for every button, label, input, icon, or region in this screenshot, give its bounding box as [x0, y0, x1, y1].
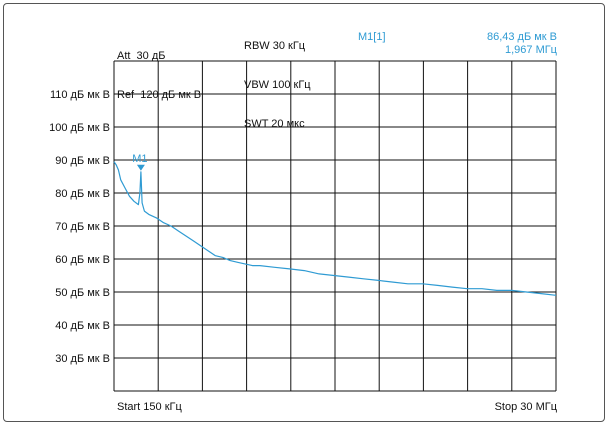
stop-frequency-label: Stop 30 МГц — [494, 401, 557, 413]
marker-readout: 86,43 дБ мк В 1,967 МГц — [487, 31, 557, 57]
y-tick-label: 50 дБ мк В — [55, 287, 110, 299]
marker-triangle — [136, 164, 145, 171]
y-tick-label: 90 дБ мк В — [55, 155, 110, 167]
y-tick-label: 100 дБ мк В — [49, 122, 110, 134]
marker-label: M1 — [132, 153, 147, 165]
marker-name-label: M1[1] — [358, 31, 386, 43]
rbw-label: RBW 30 кГц — [244, 40, 306, 52]
y-tick-label: 110 дБ мк В — [50, 89, 110, 101]
y-tick-label: 80 дБ мк В — [55, 188, 110, 200]
reference-level-label: Ref 120 дБ мк В — [117, 89, 202, 101]
y-tick-label: 70 дБ мк В — [55, 221, 110, 233]
vbw-label: VBW 100 кГц — [244, 79, 311, 91]
settings-block-left: Att 30 дБ Ref 120 дБ мк В — [117, 24, 201, 115]
attenuation-label: Att 30 дБ — [117, 50, 166, 62]
marker-level-value: 86,43 дБ мк В — [486, 31, 557, 43]
y-tick-label: 40 дБ мк В — [55, 320, 110, 332]
y-tick-label: 30 дБ мк В — [55, 353, 110, 365]
analyzer-display — [3, 3, 605, 422]
start-frequency-label: Start 150 кГц — [117, 401, 182, 413]
spectrum-trace — [113, 161, 557, 296]
y-tick-label: 60 дБ мк В — [55, 254, 110, 266]
marker-frequency-value: 1,967 МГц — [504, 44, 557, 56]
